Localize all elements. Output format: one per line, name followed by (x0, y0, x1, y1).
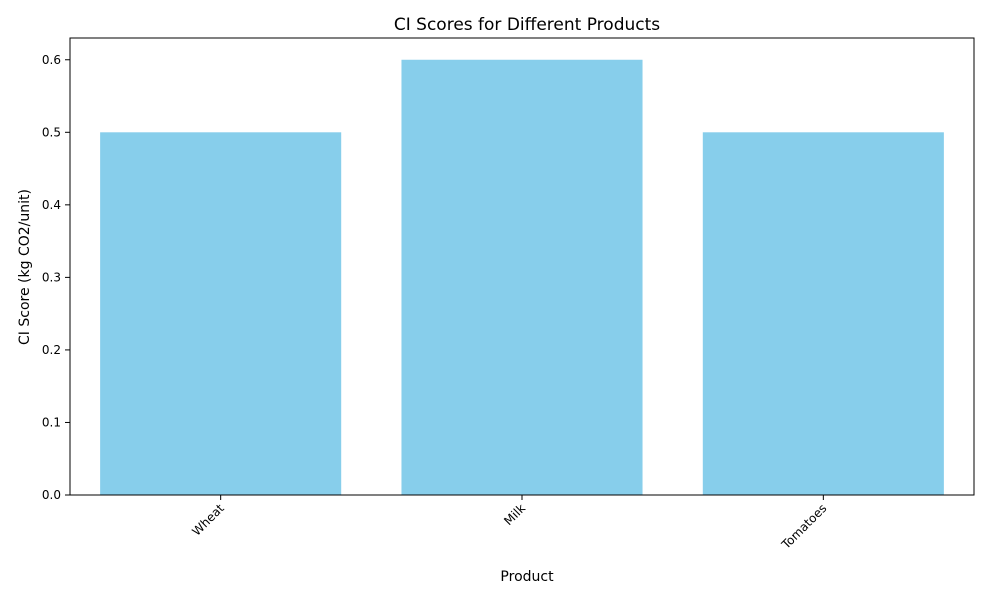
x-tick-label: Milk (501, 501, 528, 528)
x-tick-label: Wheat (189, 501, 227, 539)
y-tick-label: 0.1 (42, 415, 61, 429)
y-tick-label: 0.0 (42, 488, 61, 502)
y-tick-label: 0.6 (42, 53, 61, 67)
chart-title: CI Scores for Different Products (394, 15, 660, 35)
x-tick-label: Tomatoes (778, 501, 829, 552)
y-axis-ticks: 0.0 0.1 0.2 0.3 0.4 0.5 0.6 (42, 53, 70, 502)
plot-frame (69, 37, 975, 496)
x-axis-label: Product (500, 569, 554, 585)
y-tick-label: 0.3 (42, 270, 61, 284)
y-axis-label: CI Score (kg CO2/unit) (17, 189, 33, 345)
y-tick-label: 0.4 (42, 198, 61, 212)
x-axis-ticks: Wheat Milk Tomatoes (189, 495, 829, 552)
bar-tomatoes (702, 132, 944, 496)
y-tick-label: 0.2 (42, 343, 61, 357)
y-tick-label: 0.5 (42, 125, 61, 139)
bar-series (100, 59, 944, 496)
bar-milk (401, 59, 643, 496)
bar-wheat (100, 132, 342, 496)
